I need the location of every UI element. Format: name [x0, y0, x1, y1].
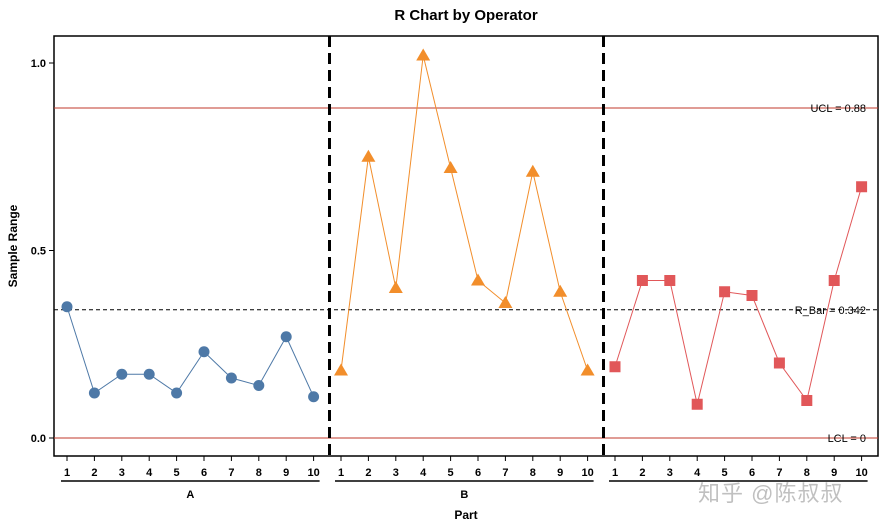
- data-point-c: [691, 398, 703, 410]
- x-tick-label: 2: [91, 467, 97, 479]
- x-tick-label: 5: [174, 467, 180, 479]
- y-axis: 0.0 0.5 1.0: [31, 58, 54, 445]
- data-point-c: [773, 357, 785, 369]
- data-point-b: [388, 281, 403, 293]
- data-point-a: [225, 372, 237, 384]
- operator-separators: [328, 36, 605, 456]
- x-tick-label: 1: [612, 467, 618, 479]
- data-point-b: [471, 273, 485, 286]
- data-point-a: [116, 368, 128, 380]
- series-line-c: [614, 186, 863, 405]
- data-point-b: [525, 164, 540, 177]
- data-point-a: [280, 331, 292, 343]
- data-point-b: [498, 296, 513, 308]
- x-tick-label: 9: [283, 467, 289, 479]
- ref-label-lcl: LCL = 0: [828, 433, 866, 445]
- data-point-c: [801, 395, 813, 406]
- x-tick-label: 10: [307, 467, 319, 479]
- x-tick-label: 4: [146, 467, 153, 479]
- x-tick-label: 1: [338, 467, 344, 479]
- ref-label-r-bar: R_Bar = 0.342: [795, 305, 866, 317]
- series-group: [61, 48, 868, 410]
- reference-lines: UCL = 0.88 R_Bar = 0.342 LCL = 0: [54, 103, 878, 445]
- data-point-b: [443, 161, 458, 173]
- x-tick-label: 10: [581, 467, 593, 479]
- x-tick-label: 6: [749, 467, 755, 479]
- x-tick-label: 7: [502, 467, 508, 479]
- x-tick-label: 3: [667, 467, 673, 479]
- x-tick-label: 6: [201, 467, 207, 479]
- data-point-a: [198, 346, 210, 358]
- x-tick-label: 2: [365, 467, 371, 479]
- x-tick-label: 7: [776, 467, 782, 479]
- x-tick-label: 4: [694, 467, 701, 479]
- data-point-c: [746, 290, 758, 301]
- y-axis-label: Sample Range: [6, 204, 20, 287]
- y-tick-label: 0.5: [31, 246, 46, 258]
- x-tick-label: 1: [64, 467, 70, 479]
- watermark: 知乎 @陈叔叔: [698, 481, 844, 506]
- data-point-c: [719, 286, 731, 298]
- x-tick-label: 2: [639, 467, 645, 479]
- chart-title: R Chart by Operator: [394, 7, 538, 24]
- series-line-b: [340, 55, 589, 371]
- data-point-b: [334, 363, 348, 376]
- x-axis-label: Part: [454, 508, 477, 522]
- data-point-c: [636, 275, 648, 286]
- data-point-c: [609, 361, 621, 373]
- data-point-a: [61, 301, 73, 313]
- plot-frame: [53, 35, 879, 457]
- x-tick-label: 8: [256, 467, 262, 479]
- x-axis: 1 2 3 4 5 6 7 8 9 10 A 1 2 3 4 5 6 7 8 9 10 B 1 2 3 4 5 6 7 8 9 10: [61, 456, 868, 501]
- x-tick-label: 9: [831, 467, 837, 479]
- y-tick-label: 1.0: [31, 58, 46, 70]
- group-label: B: [460, 489, 468, 501]
- group-label: A: [186, 489, 194, 501]
- data-point-b: [553, 284, 568, 297]
- data-point-b: [416, 48, 431, 61]
- data-point-c: [828, 275, 840, 286]
- x-tick-label: 7: [228, 467, 234, 479]
- x-tick-label: 10: [855, 467, 867, 479]
- x-tick-label: 9: [557, 467, 563, 479]
- data-point-a: [143, 368, 155, 380]
- ref-label-ucl: UCL = 0.88: [810, 103, 866, 115]
- y-tick-label: 0.0: [31, 433, 46, 445]
- x-tick-label: 6: [475, 467, 481, 479]
- x-tick-label: 8: [530, 467, 536, 479]
- x-tick-label: 5: [722, 467, 728, 479]
- x-tick-label: 5: [448, 467, 454, 479]
- x-tick-label: 3: [393, 467, 399, 479]
- data-point-a: [171, 387, 183, 399]
- data-point-a: [88, 387, 100, 399]
- data-point-b: [580, 363, 595, 376]
- series-line-a: [66, 306, 315, 397]
- data-point-a: [308, 391, 320, 403]
- x-tick-label: 8: [804, 467, 810, 479]
- data-point-c: [856, 181, 868, 193]
- x-tick-label: 3: [119, 467, 125, 479]
- data-point-a: [253, 380, 265, 391]
- data-point-c: [664, 275, 676, 286]
- x-tick-label: 4: [420, 467, 427, 479]
- data-point-b: [361, 149, 376, 162]
